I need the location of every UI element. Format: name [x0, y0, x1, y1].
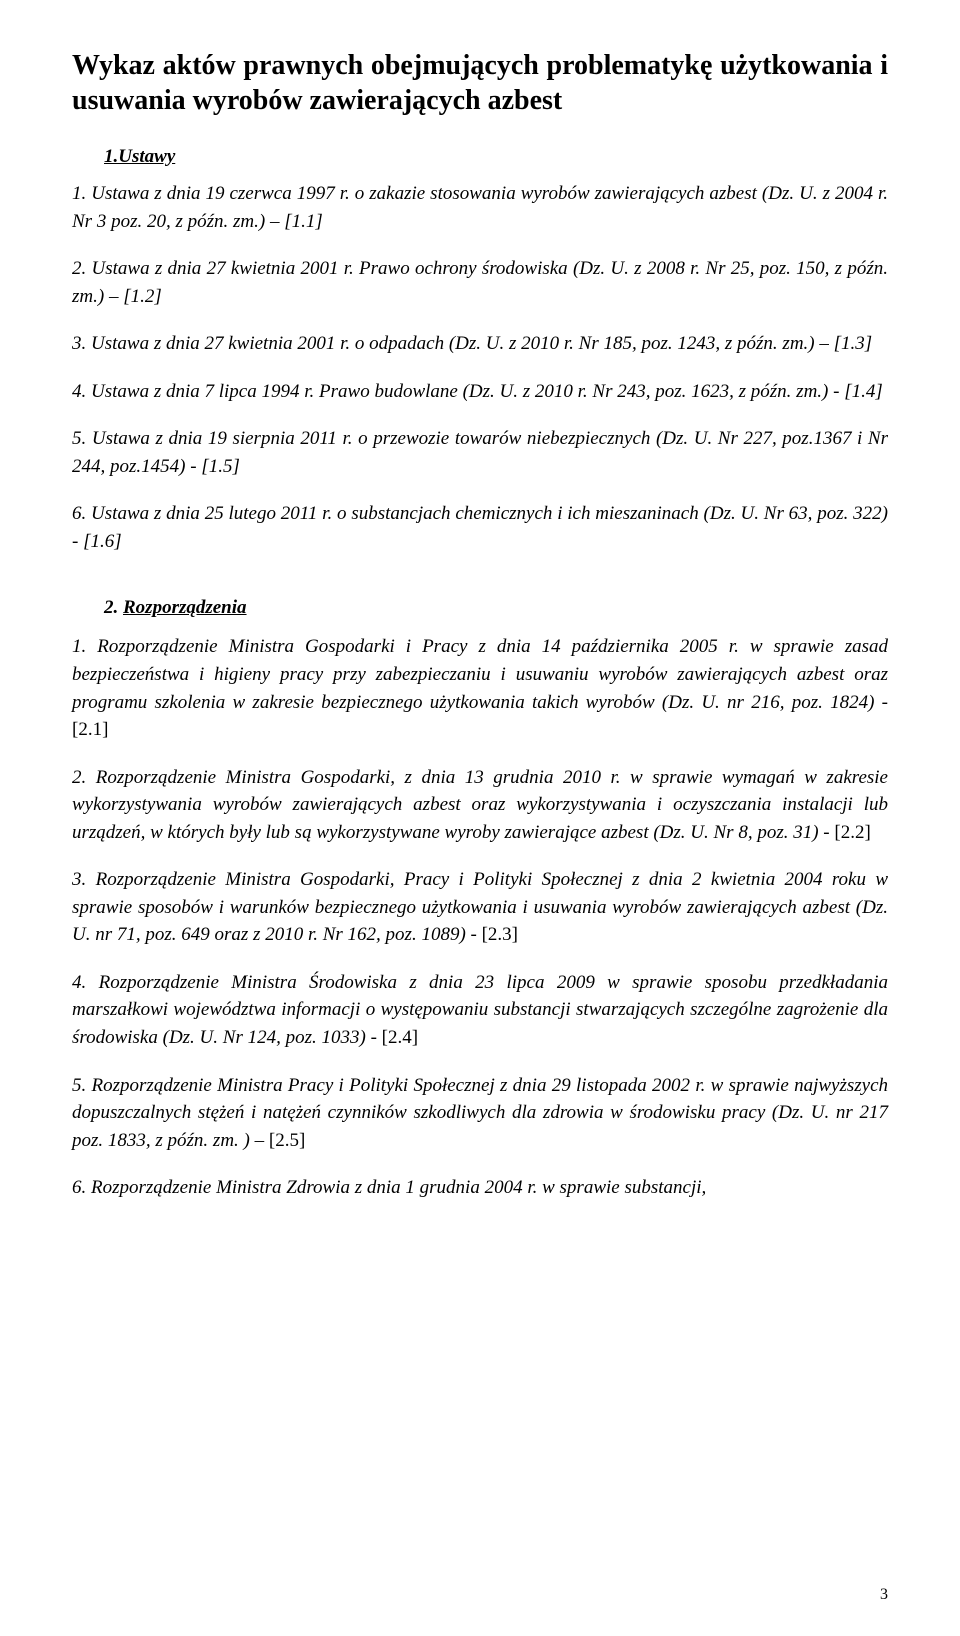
- rozporzadzenia-item-5: 5. Rozporządzenie Ministra Pracy i Polit…: [72, 1072, 888, 1155]
- ustawy-item-6: 6. Ustawa z dnia 25 lutego 2011 r. o sub…: [72, 500, 888, 555]
- section-heading-text: Rozporządzenia: [123, 597, 247, 618]
- ustawy-item-4: 4. Ustawa z dnia 7 lipca 1994 r. Prawo b…: [72, 378, 888, 406]
- page-number: 3: [880, 1586, 888, 1604]
- section-heading-ustawy: 1.Ustawy: [72, 146, 888, 168]
- item-tag: [2.2]: [834, 822, 870, 843]
- item-text: 6. Rozporządzenie Ministra Zdrowia z dni…: [72, 1177, 706, 1198]
- ustawy-item-3: 3. Ustawa z dnia 27 kwietnia 2001 r. o o…: [72, 330, 888, 358]
- item-tag: [2.1]: [72, 719, 108, 740]
- item-text: 1. Rozporządzenie Ministra Gospodarki i …: [72, 636, 888, 712]
- item-tag: [2.3]: [482, 924, 518, 945]
- item-tag: [2.5]: [269, 1130, 305, 1151]
- ustawy-item-5: 5. Ustawa z dnia 19 sierpnia 2011 r. o p…: [72, 425, 888, 480]
- page: Wykaz aktów prawnych obejmujących proble…: [0, 0, 960, 1636]
- item-text: 4. Rozporządzenie Ministra Środowiska z …: [72, 972, 888, 1048]
- rozporzadzenia-item-2: 2. Rozporządzenie Ministra Gospodarki, z…: [72, 764, 888, 847]
- ustawy-item-2: 2. Ustawa z dnia 27 kwietnia 2001 r. Pra…: [72, 255, 888, 310]
- item-tag: [2.4]: [382, 1027, 418, 1048]
- item-text: 2. Rozporządzenie Ministra Gospodarki, z…: [72, 767, 888, 843]
- document-title: Wykaz aktów prawnych obejmujących proble…: [72, 48, 888, 118]
- section-heading-rozporzadzenia: 2. Rozporządzenia: [72, 597, 888, 619]
- item-text: 5. Rozporządzenie Ministra Pracy i Polit…: [72, 1075, 888, 1151]
- item-text: 3. Rozporządzenie Ministra Gospodarki, P…: [72, 869, 888, 945]
- section-heading-prefix: 2.: [104, 597, 123, 618]
- rozporzadzenia-item-1: 1. Rozporządzenie Ministra Gospodarki i …: [72, 633, 888, 743]
- rozporzadzenia-item-3: 3. Rozporządzenie Ministra Gospodarki, P…: [72, 866, 888, 949]
- rozporzadzenia-item-4: 4. Rozporządzenie Ministra Środowiska z …: [72, 969, 888, 1052]
- rozporzadzenia-item-6: 6. Rozporządzenie Ministra Zdrowia z dni…: [72, 1174, 888, 1202]
- ustawy-item-1: 1. Ustawa z dnia 19 czerwca 1997 r. o za…: [72, 180, 888, 235]
